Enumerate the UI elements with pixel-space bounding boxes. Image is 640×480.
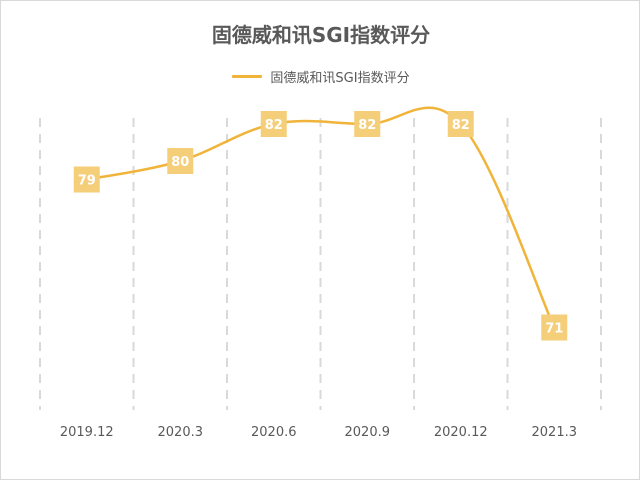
data-label: 80: [171, 155, 189, 170]
data-label-box: [167, 148, 194, 174]
data-label: 82: [265, 118, 283, 133]
x-tick-label: 2020.9: [345, 425, 391, 440]
data-label-box: [354, 111, 381, 137]
legend[interactable]: 固德威和讯SGI指数评分: [1, 67, 640, 86]
data-label-box: [260, 111, 287, 137]
x-tick-label: 2021.3: [532, 425, 578, 440]
x-tick-label: 2020.12: [434, 425, 488, 440]
data-label: 82: [452, 118, 470, 133]
data-label-box: [73, 166, 100, 193]
legend-swatch: [232, 75, 263, 78]
x-tick-label: 2020.3: [158, 425, 204, 440]
data-label-box: [447, 111, 474, 137]
legend-label: 固德威和讯SGI指数评分: [270, 71, 410, 86]
x-tick-label: 2019.12: [60, 425, 114, 440]
chart-title: 固德威和讯SGI指数评分: [211, 23, 431, 47]
data-label-box: [541, 314, 568, 341]
data-label: 82: [358, 118, 376, 133]
data-label: 79: [78, 174, 96, 189]
data-label: 71: [545, 322, 563, 337]
x-tick-label: 2020.6: [251, 425, 297, 440]
